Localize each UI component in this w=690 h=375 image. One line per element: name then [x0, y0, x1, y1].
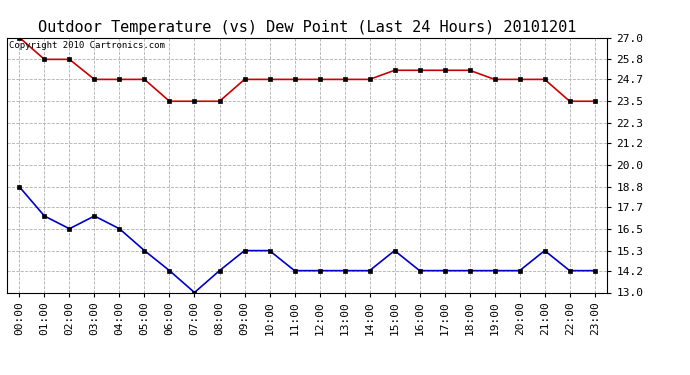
Title: Outdoor Temperature (vs) Dew Point (Last 24 Hours) 20101201: Outdoor Temperature (vs) Dew Point (Last…	[38, 20, 576, 35]
Text: Copyright 2010 Cartronics.com: Copyright 2010 Cartronics.com	[9, 41, 165, 50]
